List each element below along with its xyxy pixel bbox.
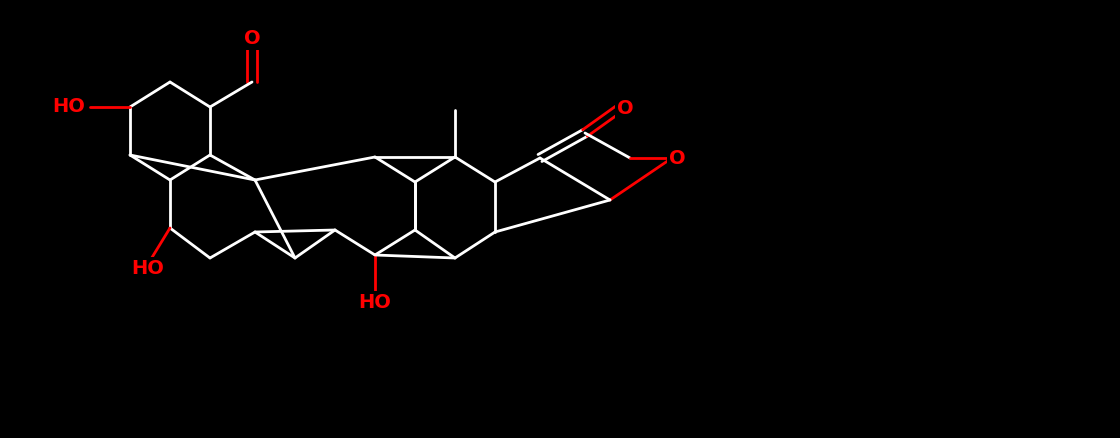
Text: O: O bbox=[669, 148, 685, 167]
Text: O: O bbox=[244, 28, 260, 47]
Text: O: O bbox=[617, 99, 633, 117]
Text: HO: HO bbox=[131, 259, 165, 279]
Text: HO: HO bbox=[358, 293, 391, 312]
Text: HO: HO bbox=[53, 98, 85, 117]
